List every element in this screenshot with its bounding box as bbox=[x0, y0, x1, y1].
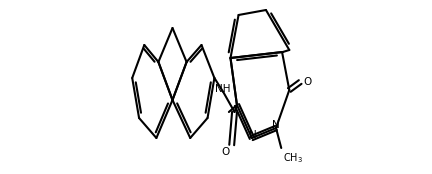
Text: CH$_3$: CH$_3$ bbox=[283, 152, 303, 165]
Text: N: N bbox=[273, 120, 280, 129]
Text: O: O bbox=[222, 147, 230, 157]
Text: O: O bbox=[303, 77, 311, 87]
Text: N: N bbox=[249, 129, 257, 140]
Text: NH: NH bbox=[215, 84, 230, 94]
